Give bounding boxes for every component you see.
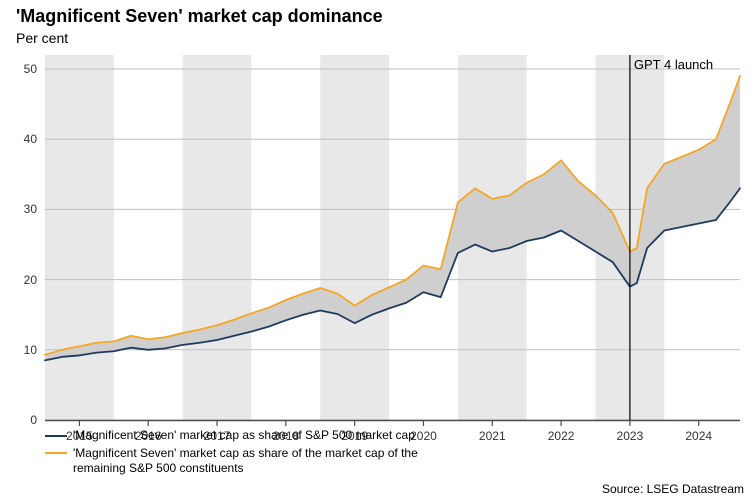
- legend-swatch: [45, 435, 67, 437]
- year-band: [183, 55, 252, 420]
- legend-item: 'Magnificent Seven' market cap as share …: [45, 428, 418, 444]
- y-tick-label: 50: [0, 62, 37, 76]
- legend-label: 'Magnificent Seven' market cap as share …: [73, 428, 415, 444]
- x-tick-label: 2023: [617, 429, 644, 443]
- y-tick-label: 0: [0, 413, 37, 427]
- legend-swatch: [45, 452, 67, 454]
- chart-legend: 'Magnificent Seven' market cap as share …: [45, 428, 418, 479]
- y-tick-label: 30: [0, 202, 37, 216]
- legend-label: 'Magnificent Seven' market cap as share …: [73, 446, 418, 477]
- year-band: [320, 55, 389, 420]
- year-band: [45, 55, 114, 420]
- y-tick-label: 20: [0, 273, 37, 287]
- y-tick-label: 40: [0, 132, 37, 146]
- x-tick-label: 2021: [479, 429, 506, 443]
- x-tick-label: 2022: [548, 429, 575, 443]
- y-tick-label: 10: [0, 343, 37, 357]
- chart-source: Source: LSEG Datastream: [602, 482, 744, 496]
- event-annotation: GPT 4 launch: [634, 57, 713, 72]
- x-tick-label: 2024: [685, 429, 712, 443]
- chart-plot: 2015201620172018201920202021202220232024: [0, 0, 750, 500]
- legend-item: 'Magnificent Seven' market cap as share …: [45, 446, 418, 477]
